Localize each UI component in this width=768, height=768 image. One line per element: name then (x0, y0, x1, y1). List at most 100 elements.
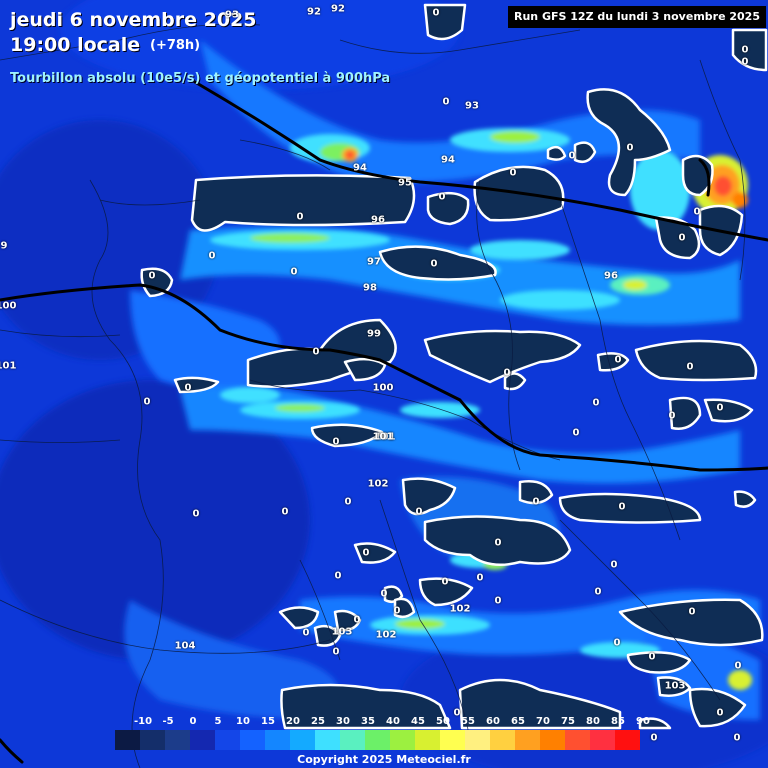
contour-label: 0 (432, 7, 440, 19)
contour-label: 0 (415, 506, 423, 518)
color-swatch (490, 730, 515, 750)
contour-label: 101 (0, 360, 17, 372)
contour-label: 0 (532, 496, 540, 508)
contour-label: 103 (664, 680, 686, 692)
contour-label: 0 (184, 382, 192, 394)
contour-label: 0 (302, 627, 310, 639)
color-swatch (540, 730, 565, 750)
contour-label: 0 (290, 266, 298, 278)
contour-label: 0 (476, 572, 484, 584)
color-scale-tick: 80 (586, 716, 600, 727)
contour-label: 0 (572, 427, 580, 439)
color-scale-tick: 35 (361, 716, 375, 727)
contour-label: 0 (618, 501, 626, 513)
color-swatch (440, 730, 465, 750)
trough-lines (0, 80, 768, 764)
contour-label: 0 (192, 508, 200, 520)
color-scale-tick: 85 (611, 716, 625, 727)
contour-label: 0 (610, 559, 618, 571)
forecast-time: 19:00 locale (10, 34, 141, 56)
contour-label: 0 (688, 606, 696, 618)
contour-label: 99 (367, 328, 381, 340)
color-swatch (115, 730, 140, 750)
color-swatch (390, 730, 415, 750)
contour-label: 100 (372, 382, 394, 394)
forecast-lead: (+78h) (150, 38, 201, 53)
contour-label: 92 (307, 6, 321, 18)
color-scale-tick: 20 (286, 716, 300, 727)
contour-label: 0 (592, 397, 600, 409)
contour-label: 0 (441, 576, 449, 588)
color-scale-tick: 70 (536, 716, 550, 727)
contour-label: 96 (371, 214, 385, 226)
color-scale-tick: 5 (214, 716, 222, 727)
contour-label: 0 (208, 250, 216, 262)
contour-label: 0 (648, 651, 656, 663)
color-scale-tick: -10 (133, 716, 153, 727)
contour-label: 0 (716, 707, 724, 719)
contour-label: 0 (438, 191, 446, 203)
contour-label: 0 (650, 732, 658, 744)
contour-label: 104 (174, 640, 196, 652)
contour-label: 0 (312, 346, 320, 358)
contour-label: 94 (353, 162, 367, 174)
contour-label: 0 (453, 707, 461, 719)
contour-label: 0 (741, 44, 749, 56)
contour-label: 0 (733, 732, 741, 744)
contour-label: 0 (613, 637, 621, 649)
color-scale-tick: 25 (311, 716, 325, 727)
contour-label: 93 (225, 9, 239, 21)
contour-label: 96 (604, 270, 618, 282)
copyright-text: Copyright 2025 Meteociel.fr (297, 753, 471, 766)
run-info-text: Run GFS 12Z du lundi 3 novembre 2025 (514, 10, 760, 23)
color-swatch (165, 730, 190, 750)
color-swatch (290, 730, 315, 750)
parameter-title: Tourbillon absolu (10e5/s) et géopotenti… (10, 71, 391, 86)
contour-label: 0 (734, 660, 742, 672)
contour-label: 101 (374, 431, 396, 443)
contour-label: 0 (148, 270, 156, 282)
contour-label: 0 (380, 588, 388, 600)
borders (0, 23, 746, 768)
color-scale-tick: 10 (236, 716, 250, 727)
contour-label: 0 (509, 167, 517, 179)
color-swatch (515, 730, 540, 750)
color-scale-tick: 45 (411, 716, 425, 727)
contour-label: 100 (0, 300, 17, 312)
contour-label: 0 (594, 586, 602, 598)
color-scale-tick: 60 (486, 716, 500, 727)
color-scale-tick: 0 (189, 716, 197, 727)
contour-label: 0 (296, 211, 304, 223)
color-swatch (215, 730, 240, 750)
color-swatch (615, 730, 640, 750)
contour-label: 102 (375, 629, 397, 641)
color-swatch (465, 730, 490, 750)
color-scale-tick: 55 (461, 716, 475, 727)
color-scale-tick: 50 (436, 716, 450, 727)
contour-label: 0 (442, 96, 450, 108)
color-swatch (365, 730, 390, 750)
contour-label: 0 (281, 506, 289, 518)
contour-label: 101 (372, 431, 394, 443)
contour-label: 0 (362, 547, 370, 559)
color-swatch (415, 730, 440, 750)
color-swatch (315, 730, 340, 750)
contour-label: 95 (398, 177, 412, 189)
contour-label: 97 (367, 256, 381, 268)
color-scale-tick: 90 (636, 716, 650, 727)
contour-label: 0 (568, 150, 576, 162)
contour-label: 0 (344, 496, 352, 508)
contour-label: 0 (686, 361, 694, 373)
color-scale-tick: -5 (162, 716, 174, 727)
color-swatch (190, 730, 215, 750)
contour-label: 0 (741, 56, 749, 68)
color-swatch (565, 730, 590, 750)
contour-label: 0 (353, 614, 361, 626)
color-swatch (240, 730, 265, 750)
run-info-box: Run GFS 12Z du lundi 3 novembre 2025 (508, 6, 766, 28)
contour-label: 0 (668, 410, 676, 422)
color-scale-tick: 75 (561, 716, 575, 727)
color-scale-tick: 15 (261, 716, 275, 727)
